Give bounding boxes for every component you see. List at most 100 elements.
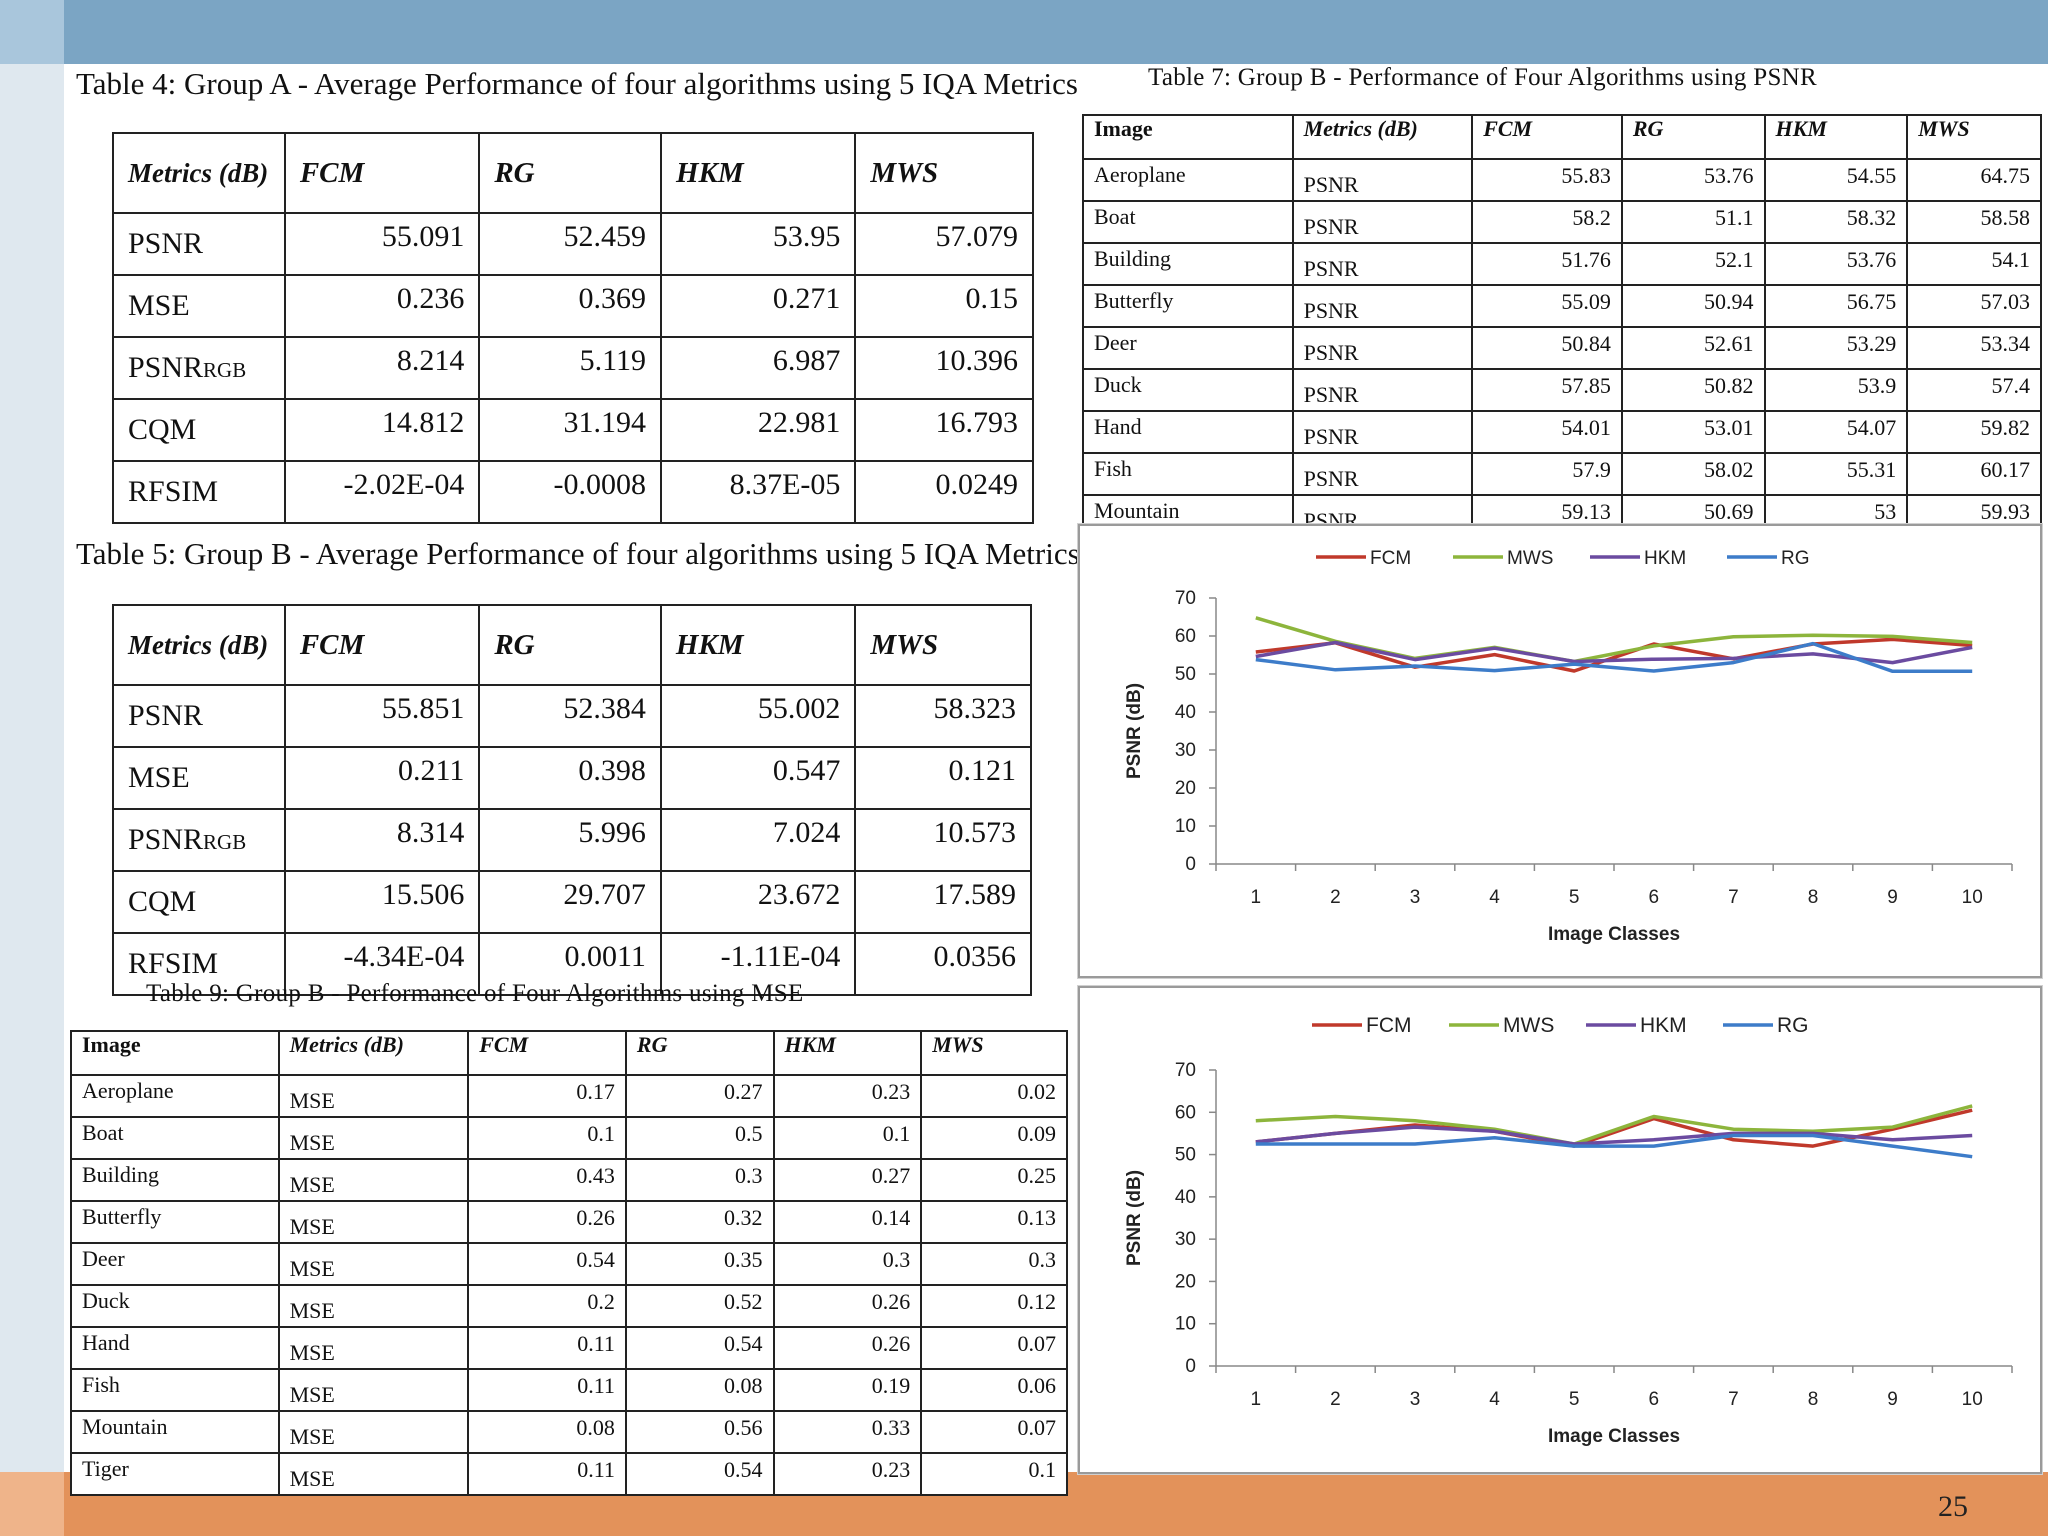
metric-cell: MSE: [277, 1200, 470, 1244]
value-cell: 0.54: [624, 1326, 775, 1370]
x-tick-label: 4: [1489, 887, 1500, 908]
value-cell: 58.2: [1471, 200, 1623, 244]
header-cell: RG: [624, 1030, 775, 1076]
metric-cell: MSE: [277, 1284, 470, 1328]
table-row: Building MSE 0.43 0.3 0.27 0.25: [70, 1158, 1068, 1202]
value-cell: 6.987: [659, 336, 857, 400]
metric-label: MSE: [128, 289, 190, 322]
value-cell: 0.27: [772, 1158, 923, 1202]
x-tick-label: 7: [1728, 887, 1739, 908]
metric-sub: RGB: [203, 358, 247, 382]
value-cell: 0.08: [624, 1368, 775, 1412]
value-cell: 0.26: [772, 1284, 923, 1328]
slide-header-bar: [0, 0, 2048, 64]
value-cell: 0.1: [467, 1116, 627, 1160]
value-cell: 52.61: [1620, 326, 1766, 370]
table-row: CQM 15.506 29.707 23.672 17.589: [112, 870, 1032, 934]
value-cell: 8.314: [283, 808, 481, 872]
table-row: CQM 14.812 31.194 22.981 16.793: [112, 398, 1034, 462]
value-cell: 0.11: [467, 1368, 627, 1412]
table-row: Building PSNR 51.76 52.1 53.76 54.1: [1082, 242, 2042, 286]
y-tick-label: 60: [1175, 626, 1196, 647]
metric-cell: RFSIM: [112, 932, 286, 996]
value-cell: 7.024: [659, 808, 857, 872]
table-row: PSNRRGB 8.214 5.119 6.987 10.396: [112, 336, 1034, 400]
x-tick-label: 4: [1489, 1389, 1500, 1410]
value-cell: -0.0008: [478, 460, 662, 524]
table-header-row: Metrics (dB) FCM RG HKM MWS: [112, 132, 1034, 214]
table-row: Aeroplane MSE 0.17 0.27 0.23 0.02: [70, 1074, 1068, 1118]
y-axis-title: PSNR (dB): [1124, 683, 1145, 779]
value-cell: 0.11: [467, 1326, 627, 1370]
image-cell: Building: [70, 1158, 280, 1202]
y-tick-label: 40: [1175, 702, 1196, 723]
table-row: Mountain MSE 0.08 0.56 0.33 0.07: [70, 1410, 1068, 1454]
x-tick-label: 10: [1962, 887, 1983, 908]
value-cell: 0.27: [624, 1074, 775, 1118]
value-cell: 0.07: [920, 1326, 1068, 1370]
value-cell: 0.15: [854, 274, 1034, 338]
value-cell: 0.26: [467, 1200, 627, 1244]
table7-caption: Table 7: Group B - Performance of Four A…: [1148, 64, 1817, 91]
value-cell: 57.85: [1471, 368, 1623, 412]
metric-cell: MSE: [277, 1368, 470, 1412]
header-cell: RG: [478, 604, 662, 686]
legend-label-rg: RG: [1777, 1014, 1809, 1037]
value-cell: 10.396: [854, 336, 1034, 400]
metric-cell: MSE: [277, 1242, 470, 1286]
table-row: Hand MSE 0.11 0.54 0.26 0.07: [70, 1326, 1068, 1370]
metric-cell: PSNRRGB: [112, 808, 286, 872]
y-tick-label: 70: [1175, 1060, 1196, 1081]
value-cell: 0.07: [920, 1410, 1068, 1454]
image-cell: Boat: [1082, 200, 1294, 244]
value-cell: 0.54: [624, 1452, 775, 1496]
value-cell: 0.271: [659, 274, 857, 338]
value-cell: 60.17: [1906, 452, 2042, 496]
value-cell: 54.07: [1763, 410, 1909, 454]
metric-cell: PSNR: [1291, 452, 1474, 496]
series-line-rg: [1255, 641, 1973, 674]
header-cell: FCM: [283, 132, 481, 214]
value-cell: 0.17: [467, 1074, 627, 1118]
header-cell: FCM: [283, 604, 481, 686]
metric-cell: PSNR: [1291, 284, 1474, 328]
value-cell: 0.121: [854, 746, 1032, 810]
metric-label: CQM: [128, 413, 197, 446]
value-cell: 0.52: [624, 1284, 775, 1328]
metric-cell: CQM: [112, 398, 286, 462]
metric-cell: CQM: [112, 870, 286, 934]
value-cell: 0.236: [283, 274, 481, 338]
left-accent-strip: [0, 64, 64, 1472]
value-cell: 50.84: [1471, 326, 1623, 370]
x-tick-label: 9: [1887, 1389, 1898, 1410]
image-cell: Aeroplane: [70, 1074, 280, 1118]
value-cell: 0.3: [772, 1242, 923, 1286]
value-cell: 0.2: [467, 1284, 627, 1328]
table-row: RFSIM -2.02E-04 -0.0008 8.37E-05 0.0249: [112, 460, 1034, 524]
metric-label: PSNR: [128, 823, 204, 856]
metric-label: PSNR: [128, 227, 204, 260]
value-cell: 0.0356: [854, 932, 1032, 996]
table-row: Boat PSNR 58.2 51.1 58.32 58.58: [1082, 200, 2042, 244]
y-tick-label: 30: [1175, 1229, 1196, 1250]
metric-cell: PSNR: [1291, 158, 1474, 202]
metric-cell: PSNR: [1291, 326, 1474, 370]
value-cell: 0.12: [920, 1284, 1068, 1328]
psnr-chart-2-svg: 0 10 20 30 40 50 60 70 1 2 3 4 5 6 7 8 9 10 Image Classes P…: [1124, 1014, 2013, 1447]
legend-label-mws: MWS: [1507, 548, 1553, 569]
value-cell: 0.56: [624, 1410, 775, 1454]
value-cell: 0.14: [772, 1200, 923, 1244]
header-accent: [0, 0, 64, 64]
header-cell: MWS: [920, 1030, 1068, 1076]
y-tick-label: 40: [1175, 1187, 1196, 1208]
header-cell: FCM: [1471, 114, 1623, 160]
value-cell: 29.707: [478, 870, 662, 934]
table-row: Butterfly MSE 0.26 0.32 0.14 0.13: [70, 1200, 1068, 1244]
value-cell: 0.33: [772, 1410, 923, 1454]
value-cell: 54.01: [1471, 410, 1623, 454]
y-tick-label: 0: [1185, 854, 1196, 875]
value-cell: 57.4: [1906, 368, 2042, 412]
value-cell: 52.384: [478, 684, 662, 748]
value-cell: 56.75: [1763, 284, 1909, 328]
table5: Metrics (dB) FCM RG HKM MWS PSNR 55.851 52.384 5…: [112, 604, 1032, 996]
